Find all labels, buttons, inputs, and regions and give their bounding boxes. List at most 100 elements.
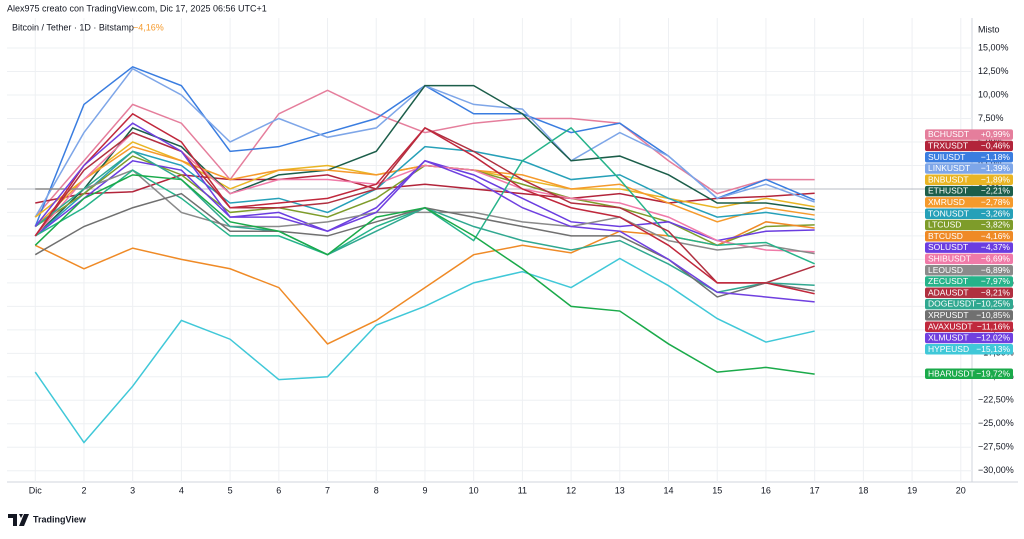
legend-name: ADAUSDT	[928, 287, 969, 297]
legend-value: −15,13%	[976, 344, 1010, 354]
legend-value: −3,26%	[981, 208, 1011, 218]
x-tick-label: 2	[81, 485, 86, 495]
legend-badge	[925, 140, 1013, 152]
legend-badge	[925, 287, 1013, 299]
legend-value: −1,18%	[981, 152, 1011, 162]
y-tick-label: 15,00%	[978, 42, 1009, 52]
legend-name: HBARUSDT	[928, 368, 975, 378]
legend-value: −6,69%	[981, 254, 1011, 264]
lines	[34, 65, 815, 444]
x-tick-label: 11	[518, 485, 527, 495]
x-tick-label: 17	[810, 485, 820, 495]
legend-name: LEOUSD	[928, 265, 963, 275]
x-tick-label: 14	[664, 485, 674, 495]
legend-value: −19,72%	[976, 368, 1010, 378]
y-tick-label: −30,00%	[978, 465, 1014, 475]
x-tick-label: 8	[374, 485, 379, 495]
series-line	[34, 257, 815, 444]
legend-name: BTCUSD	[928, 231, 963, 241]
grid	[7, 18, 972, 482]
legend-badge	[925, 163, 1013, 174]
legend-name: XMRUSD	[928, 197, 965, 207]
watermark: Alex975 creato con TradingView.com, Dic …	[7, 3, 267, 13]
logo: TradingView	[8, 514, 87, 526]
legend-value: −7,97%	[981, 276, 1011, 286]
legend-badge	[925, 231, 1013, 242]
x-tick-label: 6	[276, 485, 281, 495]
legend-name: HYPEUSD	[928, 344, 969, 354]
legend-value: −4,37%	[981, 242, 1011, 252]
legend-badge	[925, 219, 1013, 231]
legend-value: +0,99%	[981, 129, 1011, 139]
legend-name: SHIBUSDT	[928, 254, 971, 264]
series-line	[34, 122, 815, 303]
legend-badge	[925, 242, 1013, 253]
y-tick-label: 7,50%	[978, 113, 1004, 123]
legend-badge	[925, 129, 1013, 140]
legend-name: BCHUSDT	[928, 129, 969, 139]
series-line	[34, 112, 815, 295]
legend-name: XLMUSDT	[928, 333, 969, 343]
title-change: −4,16%	[133, 22, 164, 32]
series-line	[34, 89, 815, 218]
x-tick-label: 18	[858, 485, 868, 495]
x-tick-label: 19	[907, 485, 917, 495]
legend-badge	[925, 264, 1013, 276]
x-tick-label: 5	[228, 485, 233, 495]
x-tick-label: 9	[422, 485, 427, 495]
legend-badge	[925, 253, 1013, 265]
x-tick-label: 20	[956, 485, 966, 495]
legend-name: TONUSDT	[928, 208, 969, 218]
y-tick-label: −22,50%	[978, 395, 1014, 405]
x-tick-label: 16	[761, 485, 771, 495]
badges: BCHUSDT +0,99% TRXUSDT −0,46% SUIUSDT −1,18% L…	[925, 129, 1013, 380]
legend-name: AVAXUSDT	[928, 321, 973, 331]
legend-name: LINKUSDT	[928, 163, 970, 173]
x-tick-label: 7	[325, 485, 330, 495]
series-line	[34, 145, 815, 237]
legend-name: XRPUSDT	[928, 310, 969, 320]
x-tick-label: 10	[469, 485, 479, 495]
y-tick-label: −27,50%	[978, 442, 1014, 452]
legend-name: LTCUSD	[928, 220, 961, 230]
series-line	[34, 174, 815, 375]
x-tick-label: 3	[130, 485, 135, 495]
legend-name: BNBUSDT	[928, 174, 969, 184]
legend-value: −3,82%	[981, 220, 1011, 230]
legend-name: ETHUSDT	[928, 186, 968, 196]
legend-badge	[925, 197, 1013, 208]
y-tick-label: 12,50%	[978, 66, 1009, 76]
chart-title: Bitcoin / Tether · 1D · Bitstamp	[12, 22, 134, 32]
legend-badge	[925, 276, 1013, 287]
x-tick-label: 15	[712, 485, 722, 495]
legend-value: −0,46%	[981, 141, 1011, 151]
legend-name: ZECUSDT	[928, 276, 968, 286]
legend-badge	[925, 151, 1013, 163]
legend-badge	[925, 208, 1013, 219]
x-tick-label: 4	[179, 485, 184, 495]
legend-badge	[925, 332, 1013, 344]
y-tick-label: 10,00%	[978, 89, 1009, 99]
legend-value: −1,39%	[981, 163, 1011, 173]
legend-value: −2,78%	[981, 197, 1011, 207]
legend-name: SOLUSDT	[928, 242, 968, 252]
legend-badge	[925, 185, 1013, 197]
legend-name: DOGEUSDT	[928, 299, 976, 309]
y-tick-label: −25,00%	[978, 418, 1014, 428]
legend-badge	[925, 310, 1013, 321]
logo-text: TradingView	[33, 514, 87, 524]
legend-badge	[925, 368, 1013, 380]
legend-badge	[925, 174, 1013, 186]
legend-value: −10,25%	[976, 299, 1010, 309]
legend-value: −4,16%	[981, 231, 1011, 241]
legend-value: −1,89%	[981, 174, 1011, 184]
legend-value: −8,21%	[981, 287, 1011, 297]
legend-value: −12,02%	[976, 333, 1010, 343]
legend-badge	[925, 321, 1013, 332]
legend-value: −10,85%	[976, 310, 1010, 320]
legend-value: −11,16%	[977, 321, 1011, 331]
legend-badge	[925, 344, 1013, 355]
x-tick-label: 13	[615, 485, 625, 495]
legend-name: TRXUSDT	[928, 141, 968, 151]
